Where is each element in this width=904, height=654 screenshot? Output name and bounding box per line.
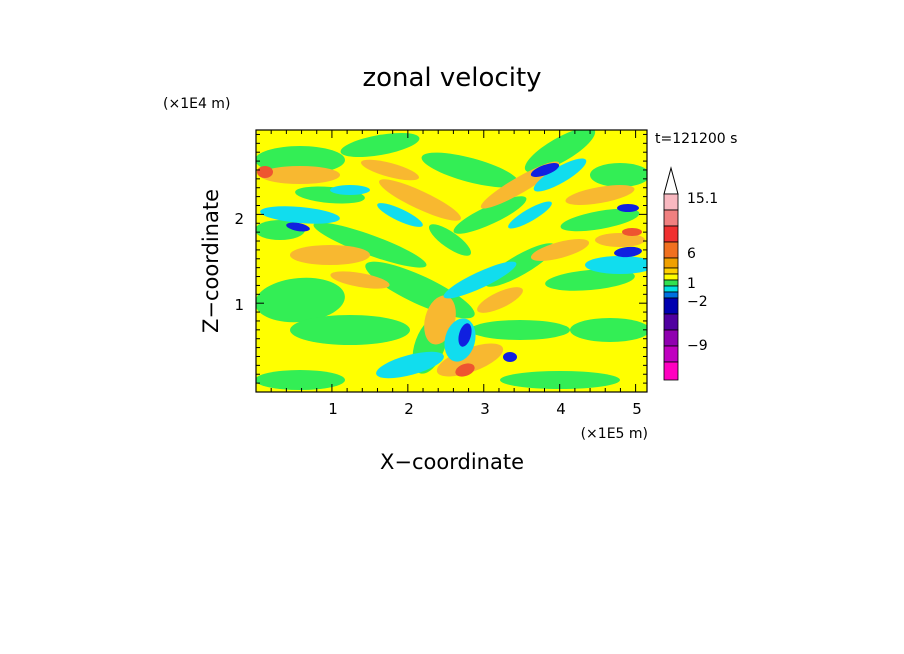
field-patch <box>545 269 635 291</box>
field-patch <box>429 224 471 256</box>
colorbar-swatch <box>663 279 679 287</box>
colorbar-swatch <box>663 329 679 347</box>
colorbar <box>663 166 679 381</box>
x-tick-label: 4 <box>556 400 566 418</box>
y-scale-label: (×1E4 m) <box>163 96 230 112</box>
field-patch <box>260 166 340 184</box>
field-patch <box>256 370 345 390</box>
colorbar-swatch <box>663 193 679 211</box>
field-patch <box>458 323 472 347</box>
colorbar-label: −2 <box>687 294 708 310</box>
colorbar-swatch <box>663 297 679 315</box>
field-patch <box>477 287 523 313</box>
field-patch <box>560 208 640 232</box>
time-label: t=121200 s <box>655 131 737 147</box>
field-patch <box>614 246 642 258</box>
field-patch <box>595 233 645 247</box>
colorbar-swatch <box>663 285 679 293</box>
field-patch <box>622 228 642 236</box>
x-tick-label: 1 <box>328 400 338 418</box>
field-patch <box>256 277 345 323</box>
colorbar-label: 15.1 <box>687 191 718 207</box>
colorbar-swatch <box>663 241 679 259</box>
colorbar-swatch <box>663 291 679 299</box>
colorbar-arrow <box>663 166 679 195</box>
colorbar-swatch <box>663 267 679 275</box>
field-patch <box>257 166 273 178</box>
field-patch <box>585 256 647 274</box>
colorbar-swatch <box>663 313 679 331</box>
y-tick-label: 2 <box>234 210 244 228</box>
field-patch <box>290 315 410 345</box>
colorbar-swatch <box>663 361 679 381</box>
y-axis-label: Z−coordinate <box>199 189 223 333</box>
field-patch <box>617 204 639 212</box>
x-tick-label: 3 <box>480 400 490 418</box>
field-patch <box>453 196 527 234</box>
field-patch <box>590 163 647 187</box>
x-tick-label: 5 <box>632 400 642 418</box>
field-patch <box>530 163 560 177</box>
field-patch <box>500 371 620 389</box>
field-patch <box>565 185 635 205</box>
field-patch <box>530 239 590 261</box>
field-patch <box>436 343 504 377</box>
colorbar-swatch <box>663 209 679 227</box>
field-patch <box>376 351 444 379</box>
field-patch <box>360 159 420 181</box>
field-patch <box>330 271 390 289</box>
field-patch <box>508 201 552 229</box>
colorbar-swatch <box>663 273 679 281</box>
field-patch <box>503 352 517 362</box>
colorbar-swatch <box>663 345 679 363</box>
field-patch <box>340 132 420 158</box>
y-tick-label: 1 <box>234 296 244 314</box>
field-patch <box>379 179 461 221</box>
field-patch <box>256 146 345 174</box>
velocity-field <box>256 130 647 392</box>
field-patch <box>570 318 647 342</box>
colorbar-swatch <box>663 257 679 269</box>
field-patch <box>470 320 570 340</box>
colorbar-label: 1 <box>687 276 696 292</box>
field-patch <box>421 152 519 188</box>
x-axis-label: X−coordinate <box>380 450 524 474</box>
field-patch <box>286 222 310 232</box>
field-patch <box>330 185 370 195</box>
field-patch <box>260 206 340 224</box>
axis-ticks <box>256 130 647 392</box>
chart-title: zonal velocity <box>362 63 541 93</box>
colorbar-label: 6 <box>687 246 696 262</box>
field-patch <box>524 130 596 173</box>
field-patch <box>313 222 427 268</box>
field-patch <box>443 261 517 299</box>
field-patch <box>455 363 475 377</box>
field-patch <box>290 245 370 265</box>
field-patch <box>377 203 423 227</box>
x-scale-label: (×1E5 m) <box>581 426 648 442</box>
plot-frame <box>255 129 648 393</box>
x-tick-label: 2 <box>404 400 414 418</box>
colorbar-label: −9 <box>687 338 708 354</box>
colorbar-swatch <box>663 225 679 243</box>
field-patch <box>533 158 587 192</box>
